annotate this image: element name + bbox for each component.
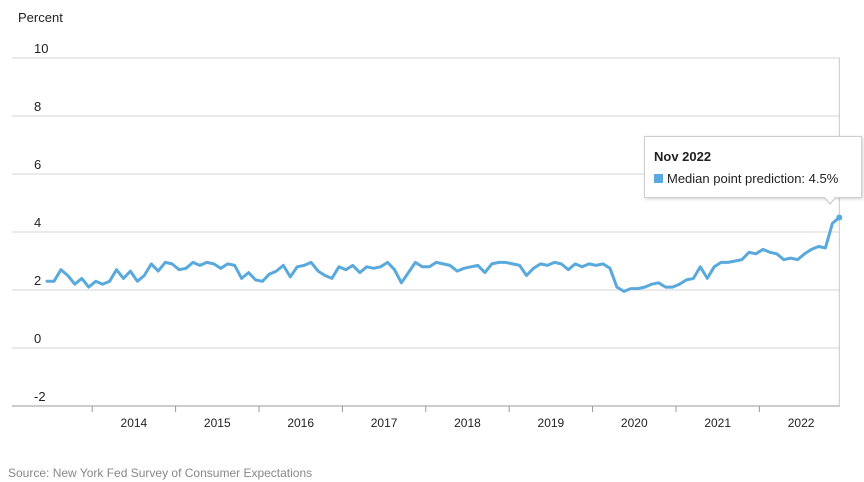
y-tick-label: -2 [34,389,46,404]
x-tick-label: 2017 [371,416,398,430]
x-tick-label: 2015 [204,416,231,430]
x-tick-label: 2016 [287,416,314,430]
tooltip-value: Median point prediction: 4.5% [667,171,839,186]
x-tick-label: 2018 [454,416,481,430]
y-tick-label: 2 [34,273,41,288]
x-tick-label: 2021 [704,416,731,430]
source-note: Source: New York Fed Survey of Consumer … [8,466,313,480]
y-axis-label: Percent [18,10,63,25]
tooltip: Nov 2022 Median point prediction: 4.5% [644,136,862,198]
series-line-median-point-prediction[interactable] [45,216,841,293]
y-tick-label: 10 [34,41,48,56]
tooltip-row: Median point prediction: 4.5% [654,171,838,186]
y-tick-label: 8 [34,99,41,114]
hover-point[interactable] [836,214,843,221]
x-tick-label: 2020 [621,416,648,430]
y-tick-label: 6 [34,157,41,172]
y-tick-label: 4 [34,215,41,230]
series-swatch-icon [654,174,663,183]
x-tick-label: 2022 [788,416,815,430]
tooltip-title: Nov 2022 [654,149,712,164]
x-tick-label: 2014 [121,416,148,430]
y-tick-label: 0 [34,331,41,346]
x-tick-label: 2019 [538,416,565,430]
